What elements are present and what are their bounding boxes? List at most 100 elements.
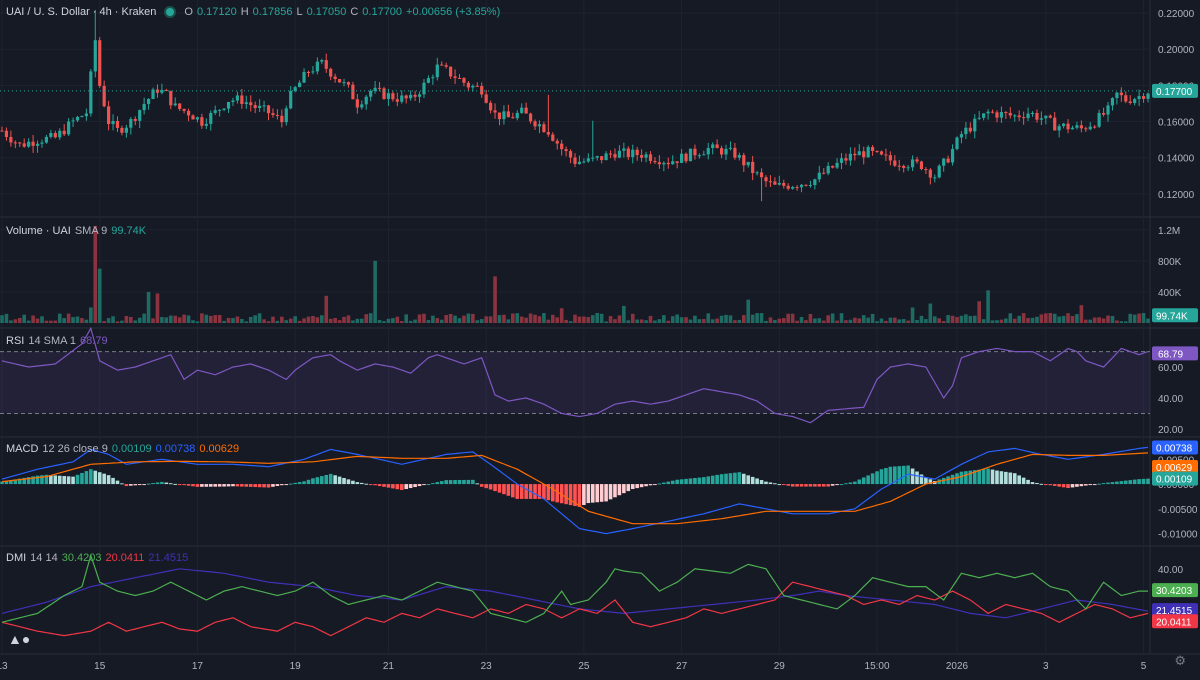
candle-body bbox=[617, 150, 622, 158]
volume-bar bbox=[306, 316, 311, 323]
macd-histogram-bar bbox=[857, 479, 862, 485]
open-value: 0.17120 bbox=[196, 6, 237, 18]
macd-histogram-bar bbox=[1079, 484, 1084, 487]
macd-histogram-bar bbox=[182, 484, 186, 486]
candle-body bbox=[542, 124, 546, 133]
macd-histogram-bar bbox=[53, 475, 58, 485]
macd-histogram-bar bbox=[368, 484, 373, 486]
volume-bar bbox=[626, 320, 631, 323]
volume-bar bbox=[755, 313, 759, 323]
macd-histogram-bar bbox=[315, 477, 320, 485]
candle-body bbox=[133, 118, 137, 121]
macd-histogram-bar bbox=[404, 484, 409, 490]
candle-body bbox=[631, 149, 635, 158]
symbol-title[interactable]: UAI / U. S. Dollar · 4h · Kraken bbox=[6, 6, 157, 18]
candle-body bbox=[782, 182, 786, 186]
candle-body bbox=[777, 182, 781, 185]
volume-bar bbox=[89, 307, 93, 323]
macd-histogram-bar bbox=[1146, 478, 1150, 485]
macd-title[interactable]: MACD bbox=[6, 443, 39, 455]
candle-body bbox=[600, 156, 604, 161]
candle-body bbox=[155, 89, 160, 93]
candle-body bbox=[178, 103, 182, 109]
macd-histogram-bar bbox=[1141, 478, 1146, 485]
volume-bar bbox=[502, 314, 506, 323]
volume-bar bbox=[315, 317, 320, 323]
candle-body bbox=[9, 137, 13, 143]
macd-histogram-bar bbox=[795, 484, 799, 487]
volume-bar bbox=[1021, 313, 1026, 323]
macd-histogram-bar bbox=[413, 484, 417, 488]
macd-histogram-bar bbox=[550, 484, 555, 502]
volume-bar bbox=[568, 321, 573, 323]
macd-histogram-bar bbox=[635, 484, 639, 489]
dmi-title[interactable]: DMI bbox=[6, 552, 27, 564]
rsi-tick-label: 60.00 bbox=[1158, 363, 1183, 374]
dmi-badge bbox=[1152, 583, 1198, 598]
volume-bar bbox=[417, 314, 422, 323]
volume-bar bbox=[684, 317, 688, 323]
rsi-title[interactable]: RSI bbox=[6, 335, 25, 347]
candle-body bbox=[409, 94, 413, 99]
macd-histogram-bar bbox=[1119, 481, 1124, 485]
candle-body bbox=[733, 147, 737, 158]
volume-bar bbox=[137, 317, 142, 323]
volume-bar bbox=[266, 321, 271, 323]
volume-bar bbox=[1017, 315, 1021, 323]
candle-body bbox=[622, 148, 626, 151]
macd-histogram-bar bbox=[364, 483, 369, 485]
volume-bar bbox=[781, 318, 786, 323]
volume-bar bbox=[972, 315, 977, 323]
macd-histogram-bar bbox=[164, 482, 169, 485]
volume-bar bbox=[1128, 313, 1133, 323]
candle-body bbox=[1035, 113, 1039, 120]
candle-body bbox=[648, 154, 653, 161]
candle-body bbox=[253, 105, 257, 109]
volume-bar bbox=[693, 315, 697, 323]
candle-body bbox=[218, 109, 222, 111]
macd-histogram-bar bbox=[306, 479, 311, 485]
volume-bar bbox=[1115, 320, 1119, 323]
macd-histogram-bar bbox=[1004, 471, 1008, 485]
volume-title[interactable]: Volume · UAI bbox=[6, 225, 71, 237]
macd-histogram-bar bbox=[577, 484, 582, 507]
volume-bar bbox=[493, 276, 497, 323]
candle-body bbox=[1133, 99, 1137, 103]
candle-body bbox=[759, 172, 764, 178]
macd-badge-label: 0.00109 bbox=[1156, 475, 1193, 486]
volume-bar bbox=[173, 315, 178, 323]
macd-histogram-bar bbox=[764, 481, 768, 485]
volume-bar bbox=[750, 314, 755, 323]
macd-histogram-bar bbox=[439, 481, 444, 485]
candle-body bbox=[169, 90, 173, 106]
macd-histogram-bar bbox=[1030, 482, 1035, 485]
candle-body bbox=[333, 76, 337, 80]
macd-histogram-bar bbox=[288, 483, 293, 485]
macd-histogram-bar bbox=[617, 484, 622, 496]
candle-body bbox=[1026, 113, 1030, 119]
macd-histogram-bar bbox=[284, 484, 289, 486]
volume-bar bbox=[26, 320, 31, 323]
volume-bar bbox=[195, 321, 200, 323]
tradingview-logo[interactable]: ▲● bbox=[8, 631, 31, 647]
volume-bar bbox=[644, 320, 648, 323]
candle-body bbox=[591, 157, 595, 159]
candle-body bbox=[151, 89, 155, 99]
candle-body bbox=[555, 140, 559, 144]
gear-icon[interactable]: ⚙ bbox=[1174, 653, 1186, 668]
volume-bar bbox=[915, 319, 919, 323]
candle-body bbox=[435, 64, 439, 78]
macd-histogram-bar bbox=[191, 484, 195, 487]
macd-histogram-bar bbox=[1092, 484, 1097, 486]
candle-body bbox=[240, 95, 244, 104]
volume-bar bbox=[111, 316, 115, 323]
candle-body bbox=[280, 115, 284, 123]
candle-body bbox=[906, 167, 910, 169]
macd-legend: MACD 12 26 close 9 0.00109 0.00738 0.006… bbox=[6, 443, 239, 455]
volume-bar bbox=[884, 320, 888, 323]
volume-bar bbox=[821, 320, 826, 323]
candle-body bbox=[822, 172, 826, 174]
macd-histogram-bar bbox=[964, 471, 968, 485]
